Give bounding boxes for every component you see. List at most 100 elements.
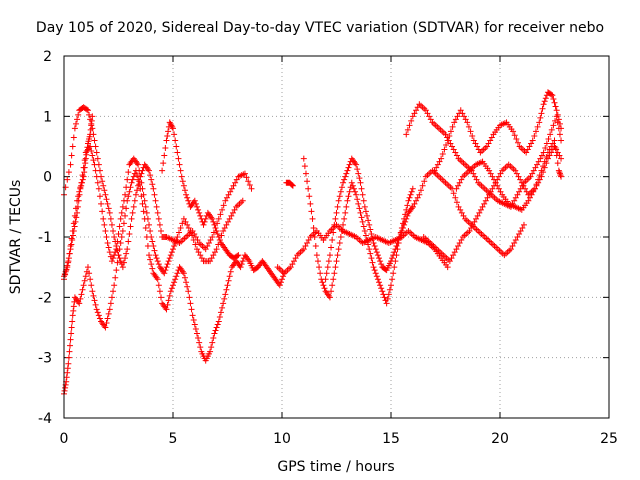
data-point [543, 154, 550, 161]
data-point [234, 252, 241, 259]
data-point [106, 209, 113, 216]
data-point [482, 197, 489, 204]
data-point [451, 249, 458, 256]
data-point [474, 143, 481, 150]
data-point [116, 223, 123, 230]
data-point [163, 137, 170, 144]
data-point [390, 270, 397, 277]
data-point [78, 182, 85, 189]
data-points [61, 89, 565, 397]
data-point [398, 227, 405, 234]
data-point [554, 149, 561, 156]
data-point [131, 197, 138, 204]
data-point [171, 131, 178, 138]
data-point [105, 310, 112, 317]
data-point [156, 221, 163, 228]
data-point [217, 309, 224, 316]
data-point [326, 294, 333, 301]
data-point [474, 212, 481, 219]
data-point [476, 209, 483, 216]
data-point [355, 200, 362, 207]
data-point [556, 120, 563, 127]
data-point [371, 243, 378, 250]
data-point [338, 227, 345, 234]
data-point [70, 303, 77, 310]
data-point [531, 185, 538, 192]
data-point [556, 170, 563, 177]
data-point [515, 173, 522, 180]
data-point [66, 250, 73, 257]
data-point [183, 191, 190, 198]
data-point [92, 167, 99, 174]
data-point [83, 106, 90, 113]
data-point [96, 315, 103, 322]
data-point [202, 215, 209, 222]
data-point [326, 252, 333, 259]
series-track-f [283, 179, 296, 189]
data-point [147, 256, 154, 263]
data-point [187, 300, 194, 307]
data-point [335, 246, 342, 253]
data-point [89, 152, 96, 159]
data-point [549, 92, 556, 99]
data-point [173, 237, 180, 244]
x-tick-label: 20 [491, 431, 509, 447]
data-point [301, 163, 308, 170]
data-point [453, 246, 460, 253]
data-point [152, 197, 159, 204]
data-point [376, 255, 383, 262]
data-point [392, 246, 399, 253]
data-point [511, 197, 518, 204]
data-point [211, 330, 218, 337]
data-point [114, 238, 121, 245]
x-tick-label: 5 [169, 431, 178, 447]
data-point [185, 224, 192, 231]
series-track-j [403, 101, 565, 210]
data-point [404, 212, 411, 219]
y-tick-label: 2 [43, 49, 52, 65]
data-point [549, 140, 556, 147]
data-point [550, 122, 557, 129]
data-point [189, 312, 196, 319]
data-point [77, 295, 84, 302]
data-point [558, 173, 565, 180]
y-tick-label: 1 [43, 109, 52, 125]
series-track-a [61, 104, 255, 271]
data-point [453, 199, 460, 206]
data-point [230, 182, 237, 189]
data-point [442, 131, 449, 138]
data-point [214, 230, 221, 237]
data-point [331, 270, 338, 277]
data-point [172, 240, 179, 247]
data-point [511, 240, 518, 247]
x-axis-label: GPS time / hours [277, 459, 394, 475]
data-point [537, 155, 544, 162]
data-point [177, 167, 184, 174]
data-point [317, 270, 324, 277]
data-point [409, 113, 416, 120]
data-point [123, 250, 130, 257]
data-point [277, 279, 284, 286]
data-point [520, 182, 527, 189]
data-point [458, 209, 465, 216]
data-point [147, 172, 154, 179]
data-point [150, 243, 157, 250]
data-point [353, 161, 360, 168]
data-point [386, 286, 393, 293]
data-point [68, 324, 75, 331]
data-point [484, 194, 491, 201]
data-point [229, 209, 236, 216]
data-point [115, 230, 122, 237]
data-point [354, 196, 361, 203]
data-point [61, 387, 68, 394]
data-point [548, 143, 555, 150]
data-point [450, 146, 457, 153]
data-point [451, 119, 458, 126]
data-point [117, 258, 124, 265]
data-point [150, 185, 157, 192]
data-point [110, 227, 117, 234]
data-point [452, 116, 459, 123]
data-point [180, 182, 187, 189]
data-point [416, 191, 423, 198]
data-point [69, 143, 76, 150]
